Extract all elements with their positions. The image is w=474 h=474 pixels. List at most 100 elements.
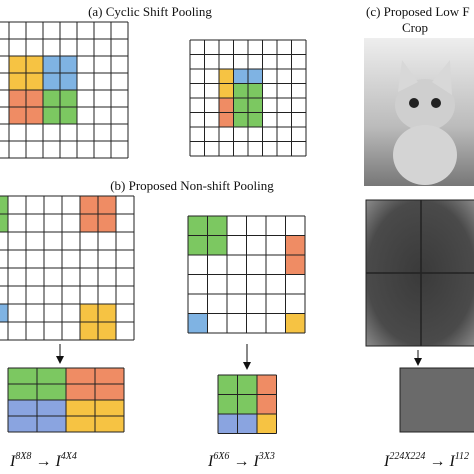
panel-title: (b) Proposed Non-shift Pooling — [110, 178, 274, 193]
formula-from-exp: 6X6 — [213, 451, 229, 462]
grid-cell — [257, 414, 277, 434]
formula-arrow: → — [429, 453, 445, 470]
formula-arrow: → — [233, 453, 249, 470]
grid-cell — [237, 394, 257, 414]
formula-to-exp: 112 — [455, 451, 469, 462]
formula: I6X6 → I3X3 — [207, 451, 275, 470]
grid-cell — [66, 384, 95, 400]
grid-cell — [8, 384, 37, 400]
grid-cell — [9, 73, 26, 90]
grid-cell — [80, 304, 98, 322]
grid-cell — [43, 90, 60, 107]
formula-from-exp: 224X224 — [389, 451, 425, 462]
grid-cell — [188, 235, 208, 255]
grid-cell — [66, 416, 95, 432]
grid-cell — [248, 112, 263, 127]
grid-cell — [285, 313, 305, 333]
grid-cell — [207, 235, 227, 255]
panel-subtitle: Crop — [402, 20, 428, 35]
grid-cell — [248, 83, 263, 98]
grid-cell — [98, 322, 116, 340]
grid-cell — [219, 69, 234, 84]
formula-to-base: I — [448, 453, 455, 470]
grid-cell — [60, 56, 77, 73]
formulas: I8X8 → I4X4 I6X6 → I3X3 I224X224 → I112 — [9, 451, 469, 470]
grid-cell — [233, 98, 248, 113]
grid-cell — [248, 69, 263, 84]
grid-cell — [285, 235, 305, 255]
grid-cell — [248, 98, 263, 113]
grid-cell — [37, 384, 66, 400]
grid-cell — [188, 313, 208, 333]
grid-cell — [95, 400, 124, 416]
grid-cell — [43, 56, 60, 73]
formula: I8X8 → I4X4 — [9, 451, 77, 470]
grid-cell — [0, 214, 8, 232]
grid-cell — [257, 375, 277, 395]
grid-cell — [9, 90, 26, 107]
formula-from-base: I — [207, 453, 214, 470]
grid-cell — [237, 414, 257, 434]
formula-to-base: I — [252, 453, 259, 470]
kitten-photo — [364, 38, 474, 186]
grid-cell — [60, 90, 77, 107]
formula-arrow: → — [35, 453, 51, 470]
grid-cell — [60, 73, 77, 90]
formula-to-exp: 4X4 — [61, 451, 77, 462]
grid-cell — [80, 196, 98, 214]
grid-cell — [285, 255, 305, 275]
grid-cell — [95, 416, 124, 432]
grid-cell — [8, 416, 37, 432]
grid-cell — [37, 368, 66, 384]
formula-from-exp: 8X8 — [15, 451, 31, 462]
grid-cell — [60, 107, 77, 124]
grid-cell — [95, 384, 124, 400]
grid-cell — [9, 107, 26, 124]
grid-cell — [207, 216, 227, 236]
grid-cell — [66, 400, 95, 416]
grid-cell — [26, 56, 43, 73]
grid-cell — [8, 368, 37, 384]
formula-to-base: I — [54, 453, 61, 470]
formula-to-exp: 3X3 — [258, 451, 275, 462]
grids — [0, 21, 307, 434]
grid-cell — [98, 196, 116, 214]
grid-cell — [218, 394, 238, 414]
grid-cell — [37, 400, 66, 416]
grid-cell — [257, 394, 277, 414]
grid-cell — [188, 216, 208, 236]
grid-cell — [219, 83, 234, 98]
panel-title: (a) Cyclic Shift Pooling — [88, 4, 212, 19]
formula-from-base: I — [9, 453, 16, 470]
grid-cell — [218, 375, 238, 395]
grid-cell — [26, 90, 43, 107]
grid-cell — [43, 73, 60, 90]
grid-cell — [98, 304, 116, 322]
panel-title: (c) Proposed Low F — [366, 4, 470, 19]
formula: I224X224 → I112 — [383, 451, 469, 470]
grid-cell — [237, 375, 257, 395]
grid-cell — [80, 322, 98, 340]
formula-from-base: I — [383, 453, 390, 470]
grid-cell — [233, 83, 248, 98]
grid-cell — [9, 56, 26, 73]
grid-cell — [219, 112, 234, 127]
grid-cell — [95, 368, 124, 384]
grid-cell — [0, 196, 8, 214]
grid-cell — [8, 400, 37, 416]
grid-cell — [98, 214, 116, 232]
spectrum — [365, 199, 474, 347]
grid-cell — [233, 69, 248, 84]
grid-cell — [37, 416, 66, 432]
grid-cell — [43, 107, 60, 124]
grid-cell — [80, 214, 98, 232]
cropped-spectrum — [399, 367, 474, 433]
grid-cell — [26, 107, 43, 124]
grid-cell — [233, 112, 248, 127]
grid-cell — [66, 368, 95, 384]
grid-cell — [0, 304, 8, 322]
grid-cell — [26, 73, 43, 90]
grid-cell — [219, 98, 234, 113]
grid-cell — [218, 414, 238, 434]
